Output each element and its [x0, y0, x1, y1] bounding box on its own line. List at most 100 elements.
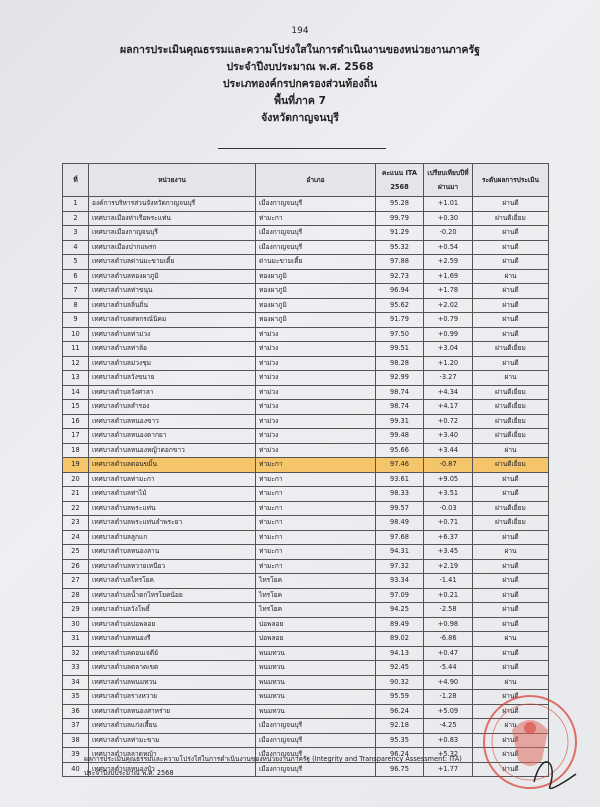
- ita-score: 97.68: [375, 529, 424, 545]
- ita-score: 90.32: [375, 674, 424, 690]
- agency-name: เทศบาลตำบลม่วงชุม: [88, 355, 256, 371]
- ita-score: 89.02: [375, 631, 424, 647]
- agency-name: เทศบาลตำบลวังขนาย: [88, 370, 256, 386]
- assessment-level: ผ่านดี: [472, 283, 549, 299]
- agency-name: เทศบาลตำบลดอนขมิ้น: [88, 457, 256, 473]
- compare-previous: +0.72: [423, 413, 473, 429]
- agency-name: เทศบาลตำบลวังโพธิ์: [88, 602, 256, 618]
- table-row: 8 เทศบาลตำบลลิ่นถิ่น ทองผาภูมิ 95.62 +2.02 ผ่…: [62, 297, 549, 313]
- compare-previous: +3.04: [423, 341, 473, 357]
- district: ท่ามะกา: [255, 210, 376, 226]
- compare-previous: +3.40: [423, 428, 473, 444]
- assessment-level: ผ่านดี: [472, 355, 549, 371]
- table-row: 26 เทศบาลตำบลหวายเหนียว ท่ามะกา 97.32 +2.19 ผ…: [62, 558, 549, 574]
- row-number: 1: [62, 196, 89, 212]
- district: ท่าม่วง: [255, 326, 376, 342]
- row-number: 22: [62, 500, 89, 516]
- agency-name: องค์การบริหารส่วนจังหวัดกาญจนบุรี: [88, 196, 256, 212]
- compare-previous: +0.30: [423, 210, 473, 226]
- assessment-level: ผ่าน: [472, 442, 549, 458]
- compare-previous: +5.09: [423, 703, 473, 719]
- agency-name: เทศบาลตำบลลิ่นถิ่น: [88, 297, 256, 313]
- ita-score: 94.31: [375, 544, 424, 560]
- agency-name: เทศบาลตำบลพนมทวน: [88, 674, 256, 690]
- agency-name: เทศบาลตำบลบ่อพลอย: [88, 616, 256, 632]
- row-number: 5: [62, 254, 89, 270]
- signature: [533, 761, 577, 790]
- compare-previous: -0.87: [423, 457, 473, 473]
- assessment-level: ผ่านดี: [472, 326, 549, 342]
- compare-previous: +0.54: [423, 239, 473, 255]
- agency-name: เทศบาลตำบลหนองบัว: [88, 761, 256, 777]
- district: พนมทวน: [255, 703, 376, 719]
- ita-score: 91.79: [375, 312, 424, 328]
- row-number: 18: [62, 442, 89, 458]
- table-row: 7 เทศบาลตำบลท่าขนุน ทองผาภูมิ 96.94 +1.78 ผ่า…: [62, 283, 549, 299]
- row-number: 19: [62, 457, 89, 473]
- table-row: 2 เทศบาลเมืองท่าเรือพระแท่น ท่ามะกา 99.79 +0…: [62, 210, 549, 226]
- compare-previous: +3.45: [423, 544, 473, 560]
- table-row: 11 เทศบาลตำบลท่าล้อ ท่าม่วง 99.51 +3.04 ผ่านด…: [62, 341, 549, 357]
- ita-score: 99.51: [375, 341, 424, 357]
- district: ไทรโยค: [255, 587, 376, 603]
- assessment-level: ผ่าน: [472, 674, 549, 690]
- district: ทองผาภูมิ: [255, 268, 376, 284]
- district: บ่อพลอย: [255, 616, 376, 632]
- table-row: 32 เทศบาลตำบลดอนเจดีย์ พนมทวน 94.13 +0.47 ผ่า…: [62, 645, 549, 661]
- compare-previous: +0.71: [423, 515, 473, 531]
- compare-previous: +6.37: [423, 529, 473, 545]
- row-number: 6: [62, 268, 89, 284]
- table-row: 3 เทศบาลเมืองกาญจนบุรี เมืองกาญจนบุรี 91.29…: [62, 225, 549, 241]
- agency-name: เทศบาลตำบลท่าไม้: [88, 486, 256, 502]
- table-header-row: ที่ หน่วยงาน อำเภอ คะแนน ITA 2568 เปรียบ…: [62, 163, 549, 197]
- compare-previous: +2.19: [423, 558, 473, 574]
- ita-score: 97.32: [375, 558, 424, 574]
- district: ท่าม่วง: [255, 399, 376, 415]
- compare-previous: -1.41: [423, 573, 473, 589]
- compare-previous: +0.47: [423, 645, 473, 661]
- compare-previous: -0.03: [423, 500, 473, 516]
- row-number: 7: [62, 283, 89, 299]
- table-row: 34 เทศบาลตำบลพนมทวน พนมทวน 90.32 +4.90 ผ่าน: [62, 674, 549, 690]
- row-number: 14: [62, 384, 89, 400]
- agency-name: เทศบาลตำบลหนองรี: [88, 631, 256, 647]
- district: พนมทวน: [255, 645, 376, 661]
- compare-previous: +3.44: [423, 442, 473, 458]
- agency-name: เทศบาลตำบลวังศาลา: [88, 384, 256, 400]
- ita-score: 98.74: [375, 399, 424, 415]
- assessment-level: ผ่าน: [472, 544, 549, 560]
- assessment-level: ผ่านดี: [472, 529, 549, 545]
- row-number: 34: [62, 674, 89, 690]
- document-title: ผลการประเมินคุณธรรมและความโปร่งใสในการดำ…: [0, 42, 600, 127]
- compare-previous: +4.34: [423, 384, 473, 400]
- ita-score: 95.35: [375, 732, 424, 748]
- divider: [218, 148, 386, 149]
- ita-score: 92.18: [375, 718, 424, 734]
- ita-score: 97.50: [375, 326, 424, 342]
- table-row: 15 เทศบาลตำบลสำรอง ท่าม่วง 98.74 +4.17 ผ่านดี…: [62, 399, 549, 415]
- district: เมืองกาญจนบุรี: [255, 732, 376, 748]
- table-row: 10 เทศบาลตำบลท่าม่วง ท่าม่วง 97.50 +0.99 ผ่าน…: [62, 326, 549, 342]
- row-number: 9: [62, 312, 89, 328]
- agency-name: เทศบาลตำบลท่าขนุน: [88, 283, 256, 299]
- table-row: 1 องค์การบริหารส่วนจังหวัดกาญจนบุรี เมืองก…: [62, 196, 549, 212]
- table-row: 27 เทศบาลตำบลไทรโยค ไทรโยค 93.34 -1.41 ผ่านดี: [62, 573, 549, 589]
- compare-previous: -6.86: [423, 631, 473, 647]
- assessment-level: ผ่านดี: [472, 602, 549, 618]
- assessment-level: ผ่านดี: [472, 558, 549, 574]
- row-number: 3: [62, 225, 89, 241]
- agency-name: เทศบาลตำบลรางหวาย: [88, 689, 256, 705]
- ita-score: 98.49: [375, 515, 424, 531]
- district: ไทรโยค: [255, 573, 376, 589]
- row-number: 2: [62, 210, 89, 226]
- table-row: 33 เทศบาลตำบลตลาดเขต พนมทวน 92.45 -5.44 ผ่านด…: [62, 660, 549, 676]
- title-line: ผลการประเมินคุณธรรมและความโปร่งใสในการดำ…: [120, 44, 480, 56]
- agency-name: เทศบาลเมืองกาญจนบุรี: [88, 225, 256, 241]
- district: บ่อพลอย: [255, 631, 376, 647]
- row-number: 24: [62, 529, 89, 545]
- assessment-level: ผ่านดี: [472, 225, 549, 241]
- row-number: 11: [62, 341, 89, 357]
- agency-name: เทศบาลตำบลหนองตากยา: [88, 428, 256, 444]
- ita-score: 99.79: [375, 210, 424, 226]
- assessment-level: ผ่านดี: [472, 471, 549, 487]
